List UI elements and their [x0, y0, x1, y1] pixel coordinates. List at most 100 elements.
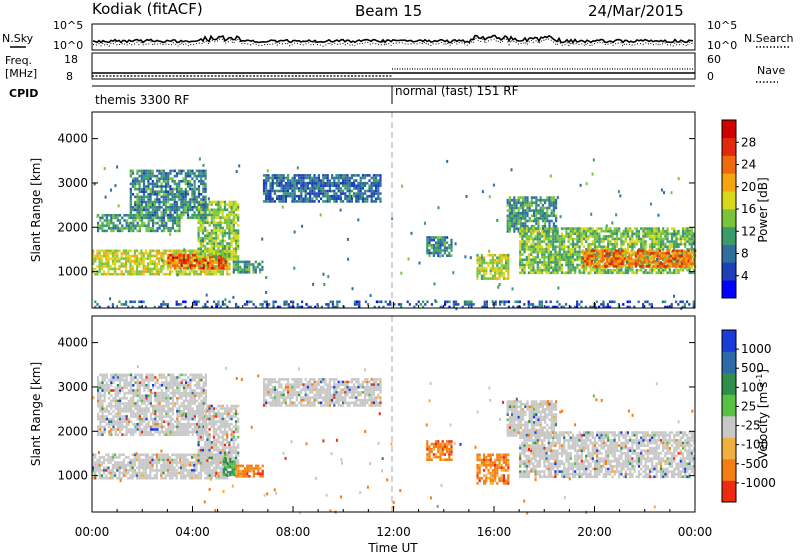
isolated-echo — [296, 166, 299, 170]
range-gate-cell — [631, 232, 634, 236]
range-gate-cell — [521, 248, 524, 251]
range-gate-cell — [153, 469, 156, 472]
range-gate-cell — [337, 174, 340, 177]
range-gate-cell — [489, 253, 492, 257]
range-gate-cell — [507, 261, 510, 265]
range-gate-cell — [208, 242, 211, 245]
range-gate-cell — [548, 219, 551, 223]
range-gate-cell — [521, 271, 524, 275]
range-gate-cell — [94, 254, 97, 258]
range-gate-cell — [193, 198, 196, 201]
range-gate-cell — [273, 192, 276, 195]
range-gate-cell — [313, 192, 316, 195]
range-gate-cell — [109, 249, 112, 253]
range-gate-cell — [199, 244, 202, 248]
range-gate-cell — [160, 474, 163, 477]
range-gate-cell — [158, 198, 161, 201]
range-gate-cell — [195, 216, 198, 219]
range-gate-cell — [140, 213, 143, 217]
range-gate-cell — [606, 303, 609, 306]
range-gate-cell — [125, 224, 128, 227]
range-gate-cell — [105, 224, 108, 227]
range-gate-cell — [565, 227, 568, 230]
range-gate-cell — [178, 180, 181, 183]
range-gate-cell — [147, 219, 150, 222]
range-gate-cell — [204, 177, 207, 180]
range-gate-cell — [642, 242, 645, 246]
range-gate-cell — [210, 203, 213, 206]
range-gate-cell — [534, 227, 537, 230]
range-gate-cell — [315, 197, 318, 201]
range-gate-cell — [630, 265, 633, 268]
range-gate-cell — [544, 227, 547, 231]
range-gate-cell — [571, 232, 575, 236]
range-gate-cell — [125, 262, 128, 266]
range-gate-cell — [304, 176, 307, 180]
range-gate-cell — [256, 265, 260, 269]
range-gate-cell — [223, 250, 227, 253]
range-gate-cell — [221, 231, 224, 235]
range-gate-cell — [186, 471, 189, 475]
range-gate-cell — [538, 300, 541, 304]
range-gate-cell — [134, 219, 137, 222]
isolated-echo — [401, 184, 403, 188]
range-gate-cell — [328, 200, 331, 203]
range-gate-cell — [269, 176, 272, 180]
range-gate-cell — [680, 257, 684, 260]
range-gate-cell — [523, 268, 526, 272]
range-gate-cell — [147, 180, 150, 183]
range-gate-cell — [142, 267, 145, 271]
range-gate-cell — [160, 190, 163, 193]
range-gate-cell — [284, 200, 287, 203]
range-gate-cell — [151, 456, 154, 459]
range-gate-cell — [189, 198, 192, 201]
range-gate-cell — [147, 193, 150, 196]
range-gate-cell — [536, 235, 539, 238]
range-gate-cell — [160, 213, 163, 217]
range-gate-cell — [441, 254, 444, 257]
range-gate-cell — [186, 213, 190, 217]
range-gate-cell — [173, 195, 176, 199]
range-gate-cell — [537, 209, 540, 212]
range-gate-cell — [142, 300, 145, 304]
range-gate-cell — [235, 305, 238, 309]
range-gate-cell — [98, 471, 101, 475]
range-gate-cell — [679, 300, 682, 304]
range-gate-cell — [193, 266, 196, 270]
range-gate-cell — [160, 267, 163, 271]
range-gate-cell — [338, 300, 341, 304]
range-gate-cell — [377, 189, 380, 193]
range-gate-cell — [683, 254, 686, 258]
range-gate-cell — [589, 305, 592, 309]
range-gate-cell — [144, 257, 147, 260]
range-gate-cell — [664, 245, 667, 249]
range-gate-cell — [530, 248, 533, 251]
range-gate-cell — [322, 200, 325, 203]
range-gate-cell — [143, 221, 146, 225]
range-gate-cell — [212, 218, 216, 222]
range-gate-cell — [237, 203, 240, 206]
range-gate-cell — [164, 198, 168, 201]
range-gate-cell — [180, 213, 183, 217]
range-gate-cell — [155, 257, 158, 260]
range-gate-cell — [346, 174, 349, 177]
range-gate-cell — [547, 263, 550, 267]
range-gate-cell — [452, 300, 455, 304]
range-gate-cell — [578, 303, 581, 306]
range-gate-cell — [386, 303, 389, 306]
range-gate-cell — [180, 259, 183, 262]
range-gate-cell — [692, 258, 696, 262]
range-gate-cell — [133, 257, 136, 260]
range-gate-cell — [623, 249, 626, 253]
range-gate-cell — [96, 265, 99, 268]
range-gate-cell — [261, 265, 264, 269]
noise-search-trace — [92, 36, 694, 48]
range-gate-cell — [153, 267, 156, 271]
range-gate-cell — [111, 249, 114, 253]
range-gate-cell — [245, 263, 249, 266]
range-gate-cell — [188, 476, 191, 480]
range-gate-cell — [334, 305, 337, 309]
isolated-echo — [656, 257, 658, 261]
range-gate-cell — [160, 469, 163, 472]
range-gate-cell — [457, 303, 460, 306]
